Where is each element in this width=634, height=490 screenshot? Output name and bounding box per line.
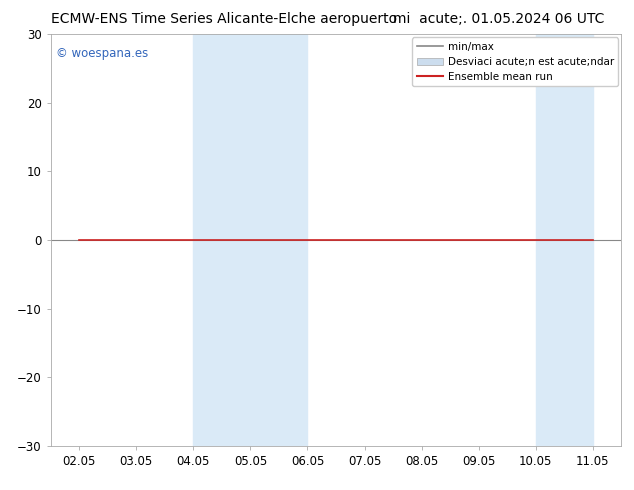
Text: ECMW-ENS Time Series Alicante-Elche aeropuerto: ECMW-ENS Time Series Alicante-Elche aero… [51, 12, 397, 26]
Text: mi  acute;. 01.05.2024 06 UTC: mi acute;. 01.05.2024 06 UTC [393, 12, 604, 26]
Text: © woespana.es: © woespana.es [56, 47, 149, 60]
Bar [193, 34, 250, 446]
Bar [536, 34, 593, 446]
Legend: min/max, Desviaci acute;n est acute;ndar, Ensemble mean run: min/max, Desviaci acute;n est acute;ndar… [412, 37, 618, 86]
Bar [250, 34, 307, 446]
